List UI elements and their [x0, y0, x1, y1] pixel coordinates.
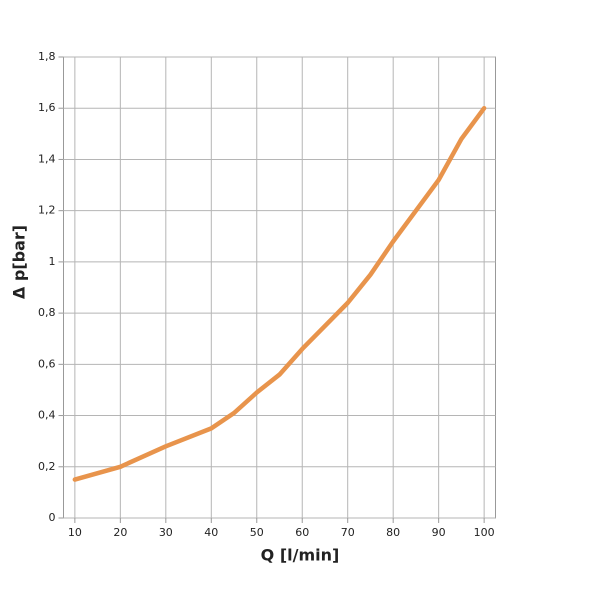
x-tick-label: 90: [432, 526, 446, 539]
x-axis-label: Q [l/min]: [261, 546, 340, 565]
x-tick-label: 30: [159, 526, 173, 539]
x-tick-label: 50: [250, 526, 264, 539]
y-tick-label: 0: [49, 511, 56, 524]
y-tick-label: 1,4: [38, 152, 56, 165]
y-tick-label: 1,2: [38, 204, 56, 217]
data-line: [72, 105, 487, 482]
y-tick-label: 1,6: [38, 101, 56, 114]
y-tick-label: 0,6: [38, 357, 56, 370]
x-tick-label: 10: [68, 526, 82, 539]
x-tick-label: 60: [295, 526, 309, 539]
plot-frame: [63, 56, 496, 519]
y-tick-label: 0,2: [38, 460, 56, 473]
y-axis-label: Δ p[bar]: [10, 225, 29, 299]
x-tick-label: 100: [474, 526, 495, 539]
y-tick-label: 0,4: [38, 409, 56, 422]
x-tick-label: 20: [113, 526, 127, 539]
x-tick-label: 80: [386, 526, 400, 539]
x-tick-label: 40: [204, 526, 218, 539]
x-tick-label: 70: [341, 526, 355, 539]
y-tick-label: 0,8: [38, 306, 56, 319]
y-tick-label: 1,8: [38, 50, 56, 63]
y-tick-label: 1: [49, 255, 56, 268]
